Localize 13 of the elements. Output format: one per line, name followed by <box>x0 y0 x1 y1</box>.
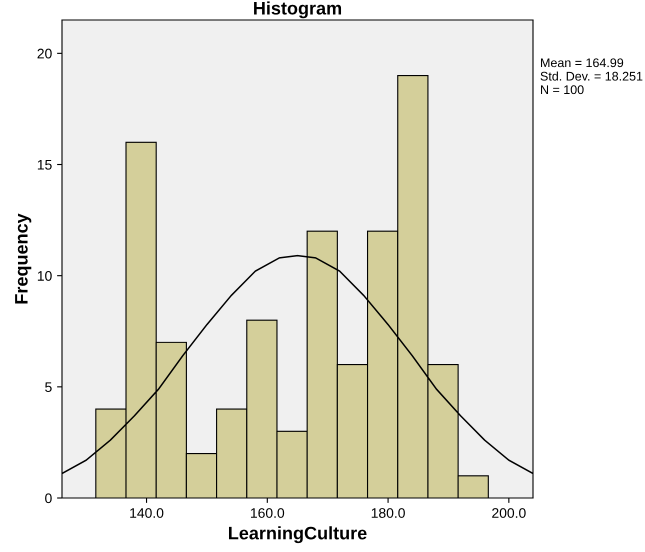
x-tick-label: 180.0 <box>372 508 405 518</box>
x-tick-label: 200.0 <box>492 508 526 518</box>
text: Mean = 164.99 Std. Dev. = 18.251 N = 100 <box>540 58 642 94</box>
y-tick-label: 15 <box>38 160 52 170</box>
x-tick-label: 160.0 <box>250 508 284 518</box>
y-tick-label: 20 <box>38 48 52 59</box>
y-axis-title: Frequency <box>15 213 32 304</box>
y-tick-label: 10 <box>38 271 52 281</box>
x-tick-label: 140.0 <box>130 508 164 518</box>
y-tick-label: 0 <box>45 493 52 504</box>
chart-title: Histogram <box>254 1 342 18</box>
y-tick-label: 5 <box>45 382 52 392</box>
x-axis-title: LearningCulture <box>228 526 367 544</box>
